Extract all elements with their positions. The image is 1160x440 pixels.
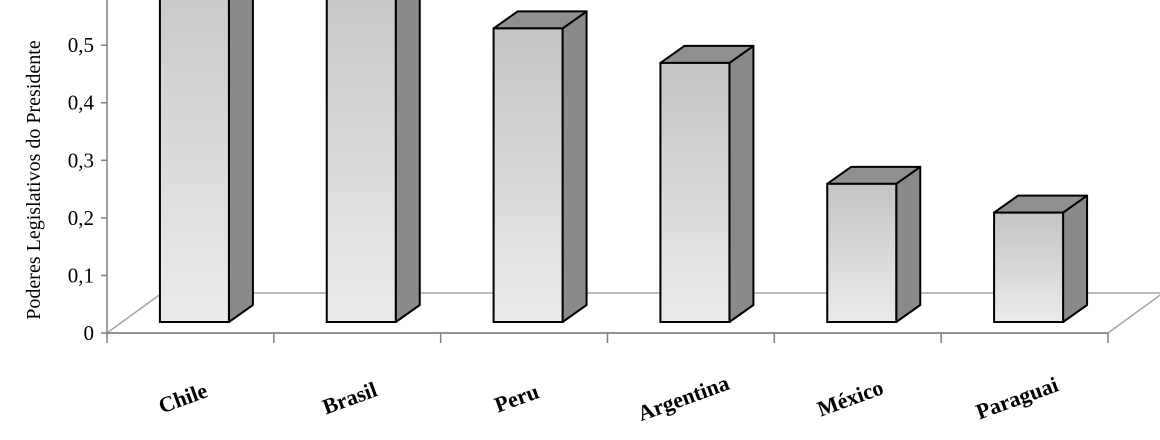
bar [325,0,421,324]
axes: 00,10,20,30,40,50,60,7 [68,0,1109,345]
bar [826,165,922,323]
y-tick-label: 0 [84,321,95,345]
y-axis-title: Poderes Legislativos do Presidente [23,40,45,320]
bar-front-face [325,0,397,324]
y-tick-label: 0,3 [68,148,94,172]
bar-front-face [826,182,898,323]
bar-side-face [895,165,922,323]
bar [993,194,1089,323]
y-tick-label: 0,4 [68,91,95,115]
bar [659,44,755,324]
x-category-label: Chile [155,378,211,419]
y-tick-label: 0,5 [68,33,94,57]
bar-side-face [1062,194,1089,323]
x-category-label: Brasil [319,377,380,420]
bars [158,0,1089,324]
x-category-label: Peru [491,378,542,417]
y-tick-label: 0,1 [68,263,94,287]
bar-front-face [492,27,564,324]
x-category-label: México [814,375,887,422]
bar-side-face [227,0,254,323]
bar [492,10,588,324]
x-category-label: Argentina [634,370,732,426]
x-category-label: Paraguai [973,372,1062,425]
bar-front-face [993,211,1065,323]
bar-side-face [728,44,755,323]
category-labels: Chile Brasil Peru Argentina México Paraguai [155,370,1061,426]
bar-side-face [561,10,588,323]
bar-front-face [659,61,731,324]
bar-side-face [394,0,421,323]
y-tick-label: 0,2 [68,206,94,230]
bar [158,0,254,324]
bar-front-face [158,0,230,324]
